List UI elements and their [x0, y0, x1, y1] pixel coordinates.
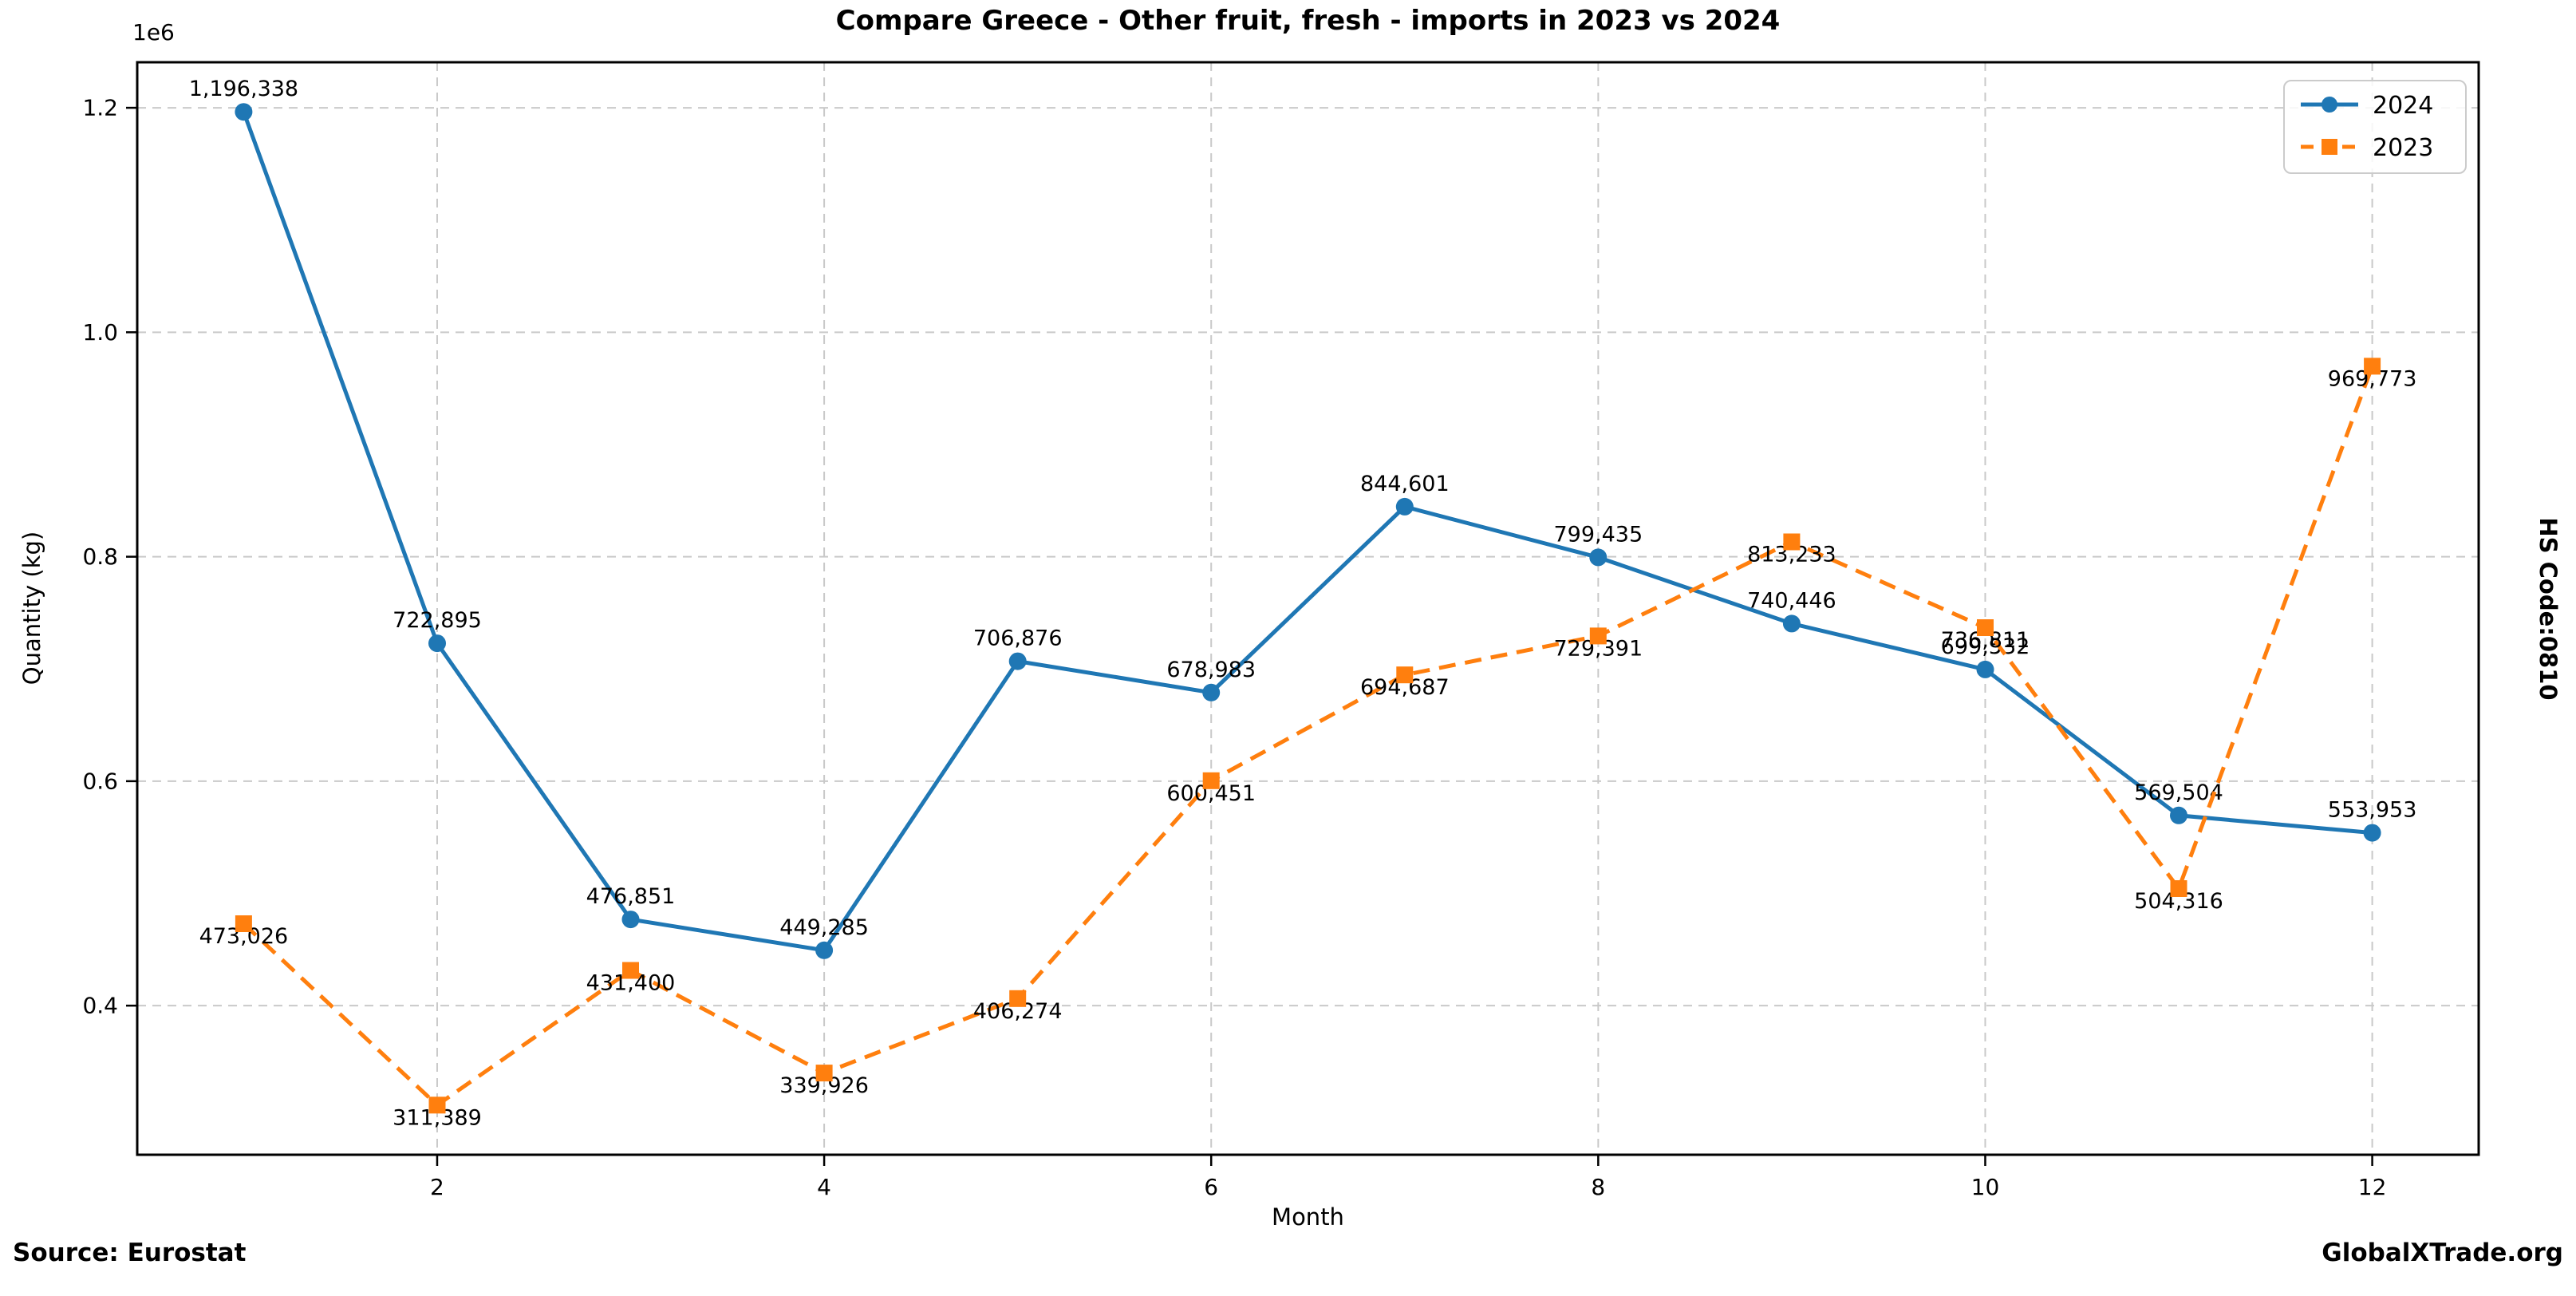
data-point-marker: [235, 915, 252, 932]
series-line-2024: [242, 111, 2373, 953]
data-point-marker: [428, 1096, 446, 1114]
data-point-marker: [1395, 497, 1414, 516]
x-tick-label: 6: [1204, 1174, 1218, 1200]
data-point-marker: [622, 962, 639, 979]
series-2023: 473,026311,389431,400339,926406,274600,4…: [199, 358, 2416, 1130]
data-point-marker: [428, 634, 446, 653]
data-point-marker: [2170, 806, 2187, 824]
y-tick-label: 0.4: [82, 993, 118, 1019]
data-point-marker: [1589, 627, 1607, 645]
data-label: 678,983: [1166, 658, 1256, 682]
data-label: 569,504: [2134, 780, 2223, 805]
data-label: 722,895: [393, 608, 482, 633]
data-label: 799,435: [1553, 522, 1643, 547]
y-tick-label: 1.2: [82, 95, 118, 121]
x-tick-label: 8: [1591, 1174, 1605, 1200]
brand-note: GlobalXTrade.org: [2322, 1239, 2563, 1267]
hs-code-label: HS Code:0810: [2535, 517, 2562, 701]
data-label: 476,851: [586, 884, 676, 909]
data-label: 553,953: [2328, 798, 2417, 823]
data-label: 706,876: [973, 626, 1063, 651]
y-tick-label: 0.6: [82, 768, 118, 794]
x-tick-label: 2: [430, 1174, 444, 1200]
axes-spines: [136, 61, 2480, 1156]
legend-sample-2023-dash-square-icon: [2298, 132, 2361, 164]
data-point-marker: [1202, 683, 1221, 701]
y-axis-offset-label: 1e6: [132, 19, 175, 45]
y-tick-label: 0.8: [82, 543, 118, 570]
data-point-marker: [1977, 619, 1994, 636]
legend: 2024 2023: [2283, 80, 2467, 174]
data-point-marker: [1008, 652, 1027, 670]
data-label: 449,285: [779, 915, 869, 940]
data-point-marker: [1976, 660, 1994, 678]
data-point-marker: [2364, 358, 2381, 375]
data-point-marker: [1009, 990, 1027, 1007]
data-point-marker: [815, 941, 834, 959]
data-point-marker: [815, 1065, 833, 1082]
data-point-marker: [1202, 772, 1220, 789]
data-label: 1,196,338: [189, 77, 298, 101]
y-axis-label: Quantity (kg): [18, 531, 45, 686]
series-2024: 1,196,338 722,895 476,851 449,285 706,876 678…: [189, 77, 2417, 959]
legend-item-2023: 2023: [2285, 132, 2465, 164]
data-point-marker: [1396, 666, 1414, 684]
legend-sample-2024-line-circle-icon: [2298, 90, 2361, 122]
legend-label: 2023: [2373, 134, 2434, 162]
source-note: Source: Eurostat: [13, 1239, 247, 1267]
data-point-marker: [2170, 880, 2187, 897]
legend-label: 2024: [2373, 92, 2434, 120]
data-point-marker: [1589, 548, 1608, 567]
series-line-2023: [242, 365, 2374, 1108]
x-tick-label: 12: [2358, 1174, 2387, 1200]
chart-title: Compare Greece - Other fruit, fresh - im…: [835, 5, 1781, 37]
data-point-marker: [621, 911, 640, 929]
x-tick-label: 10: [1971, 1174, 2000, 1200]
legend-item-2024: 2024: [2285, 90, 2465, 122]
y-tick-label: 1.0: [82, 319, 118, 346]
data-label: 740,446: [1747, 588, 1836, 613]
data-point-marker: [2363, 824, 2381, 842]
data-point-marker: [235, 103, 253, 121]
data-label: 844,601: [1360, 472, 1450, 496]
x-tick-label: 4: [817, 1174, 831, 1200]
data-point-marker: [1782, 614, 1801, 633]
data-point-marker: [1783, 533, 1801, 551]
data-label: 699,532: [1941, 634, 2030, 659]
x-axis-label: Month: [1272, 1203, 1344, 1231]
